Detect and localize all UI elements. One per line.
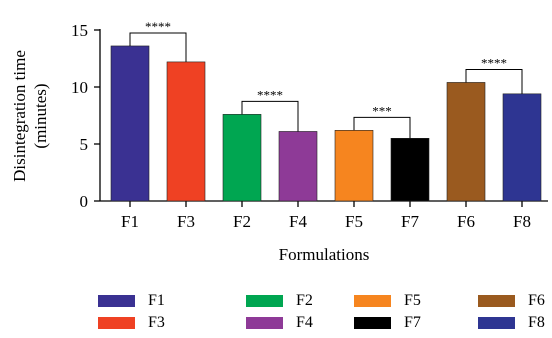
- x-tick-label: F6: [457, 212, 475, 231]
- legend-label: F6: [528, 292, 545, 309]
- legend-label: F3: [148, 314, 165, 331]
- y-axis-label-line-1: Disintegration time: [10, 50, 29, 182]
- bar-f8: [502, 93, 542, 202]
- significance-bracket: [241, 100, 299, 132]
- significance-brackets: ***************: [129, 19, 523, 139]
- legend-item-f2: F2: [246, 291, 313, 311]
- significance-bracket: [129, 32, 187, 62]
- legend-label: F1: [148, 292, 165, 309]
- legend-item-f7: F7: [354, 313, 421, 333]
- y-tick-label: 10: [71, 78, 88, 97]
- significance-label: ****: [145, 19, 171, 34]
- legend-item-f3: F3: [98, 313, 165, 333]
- x-tick-label: F4: [289, 212, 307, 231]
- bars: [110, 45, 542, 202]
- y-tick-label: 0: [80, 192, 89, 211]
- bar-f3: [166, 61, 206, 202]
- legend-swatch: [478, 295, 515, 307]
- legend: F1 F2 F5 F6 F3 F4 F7 F8: [98, 291, 545, 335]
- x-tick-label: F7: [401, 212, 419, 231]
- significance-bracket: [465, 68, 523, 94]
- legend-label: F7: [404, 314, 421, 331]
- x-tick-label: F1: [121, 212, 139, 231]
- x-tick-label: F2: [233, 212, 251, 231]
- y-axis-label-line-2: (minutes): [31, 83, 50, 148]
- bar-f1: [110, 45, 150, 202]
- legend-swatch: [246, 317, 283, 329]
- y-axis: 0 5 10 15: [71, 21, 101, 211]
- legend-label: F5: [404, 292, 421, 309]
- bar-f2: [222, 114, 262, 202]
- y-tick-label: 15: [71, 21, 88, 40]
- legend-label: F2: [296, 292, 313, 309]
- significance-label: ***: [372, 103, 392, 118]
- x-tick-label: F5: [345, 212, 363, 231]
- legend-item-f4: F4: [246, 313, 313, 333]
- x-axis-label: Formulations: [279, 245, 370, 264]
- legend-swatch: [98, 295, 135, 307]
- bar-f4: [278, 131, 318, 202]
- legend-swatch: [478, 317, 515, 329]
- legend-swatch: [98, 317, 135, 329]
- x-axis: F1 F3 F2 F4 F5 F7 F6 F8: [100, 200, 548, 231]
- x-tick-label: F8: [513, 212, 531, 231]
- legend-swatch: [354, 317, 391, 329]
- legend-label: F4: [296, 314, 313, 331]
- legend-item-f1: F1: [98, 291, 165, 311]
- legend-item-f8: F8: [478, 313, 545, 333]
- bar-f7: [390, 138, 430, 202]
- significance-label: ****: [481, 55, 507, 70]
- x-tick-label: F3: [177, 212, 195, 231]
- legend-item-f6: F6: [478, 291, 545, 311]
- significance-bracket: [353, 116, 411, 139]
- significance-label: ****: [257, 87, 283, 102]
- legend-label: F8: [528, 314, 545, 331]
- legend-item-f5: F5: [354, 291, 421, 311]
- legend-swatch: [246, 295, 283, 307]
- legend-swatch: [354, 295, 391, 307]
- bar-f5: [334, 130, 374, 202]
- bar-f6: [446, 82, 486, 202]
- y-tick-label: 5: [80, 135, 89, 154]
